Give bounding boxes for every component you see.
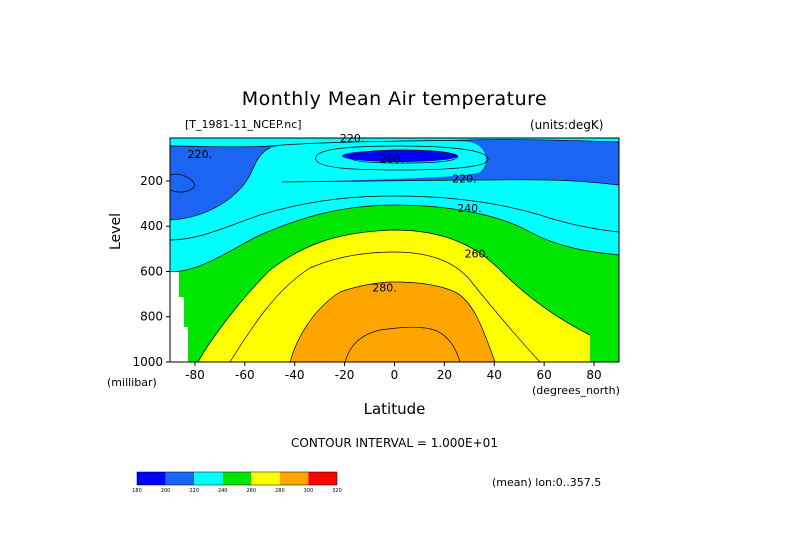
- contour-label: 220.: [452, 173, 477, 186]
- mean-longitude-label: (mean) lon:0..357.5: [492, 476, 602, 489]
- x-axis-label: Latitude: [363, 400, 426, 418]
- band-220-240-top: [170, 138, 619, 147]
- x-tick-label: -20: [335, 368, 355, 382]
- contour-lines: [170, 139, 619, 362]
- filled-contours: [170, 138, 619, 362]
- contour-label: 240.: [457, 202, 482, 215]
- contour-labels: 220. 220. 200. 220. 240. 260. 280.: [188, 132, 489, 294]
- units-label: (units:degK): [530, 118, 604, 132]
- colorbar-frame: [136, 471, 338, 486]
- colorbar-label: 260: [247, 488, 257, 494]
- y-axis-ticks: 200 400 600 800 1000: [132, 174, 170, 369]
- x-tick-label: -80: [185, 368, 205, 382]
- contour-label: 220.: [188, 148, 213, 161]
- colorbar-swatch: [137, 472, 166, 485]
- x-tick-label: -40: [285, 368, 305, 382]
- x-tick-label: 80: [586, 368, 601, 382]
- x-tick-label: 20: [437, 368, 452, 382]
- contour-label: 200.: [380, 152, 405, 165]
- colorbar-label: 240: [218, 488, 228, 494]
- y-tick-label: 600: [140, 264, 163, 278]
- x-tick-label: 0: [391, 368, 399, 382]
- colorbar-label: 220: [189, 488, 199, 494]
- y-tick-label: 800: [140, 310, 163, 324]
- chart-title: Monthly Mean Air temperature: [241, 88, 548, 110]
- y-tick-label: 400: [140, 219, 163, 233]
- band-180-200: [342, 150, 458, 162]
- contour-label: 280.: [372, 281, 397, 294]
- colorbar-label: 180: [132, 488, 142, 494]
- colorbar: 180 200 220 240 260 280 300 320: [132, 471, 342, 494]
- source-file-label: [T_1981-11_NCEP.nc]: [185, 118, 302, 131]
- x-tick-label: 40: [487, 368, 502, 382]
- colorbar-swatch: [251, 472, 280, 485]
- colorbar-swatch: [194, 472, 223, 485]
- missing-data-patch: [170, 327, 188, 362]
- missing-data-patch: [170, 272, 179, 297]
- colorbar-swatch: [308, 472, 337, 485]
- colorbar-swatch: [165, 472, 195, 485]
- colorbar-swatch: [279, 472, 309, 485]
- y-tick-label: 1000: [132, 355, 163, 369]
- colorbar-label: 320: [332, 488, 342, 494]
- missing-data-patch: [170, 297, 184, 327]
- y-tick-label: 200: [140, 174, 163, 188]
- contour-label: 220.: [340, 132, 365, 145]
- contour-interval-label: CONTOUR INTERVAL = 1.000E+01: [291, 436, 498, 450]
- contour-label: 260.: [465, 247, 490, 260]
- x-axis-ticks: -80 -60 -40 -20 0 20 40 60 80: [185, 362, 602, 382]
- colorbar-swatch: [222, 472, 252, 485]
- colorbar-label: 300: [304, 488, 314, 494]
- colorbar-label: 280: [275, 488, 285, 494]
- y-axis-units: (millibar): [107, 376, 157, 389]
- x-tick-label: -60: [235, 368, 255, 382]
- band-280-300: [290, 282, 495, 362]
- x-axis-units: (degrees_north): [532, 384, 620, 397]
- colorbar-label: 200: [161, 488, 171, 494]
- x-tick-label: 60: [537, 368, 552, 382]
